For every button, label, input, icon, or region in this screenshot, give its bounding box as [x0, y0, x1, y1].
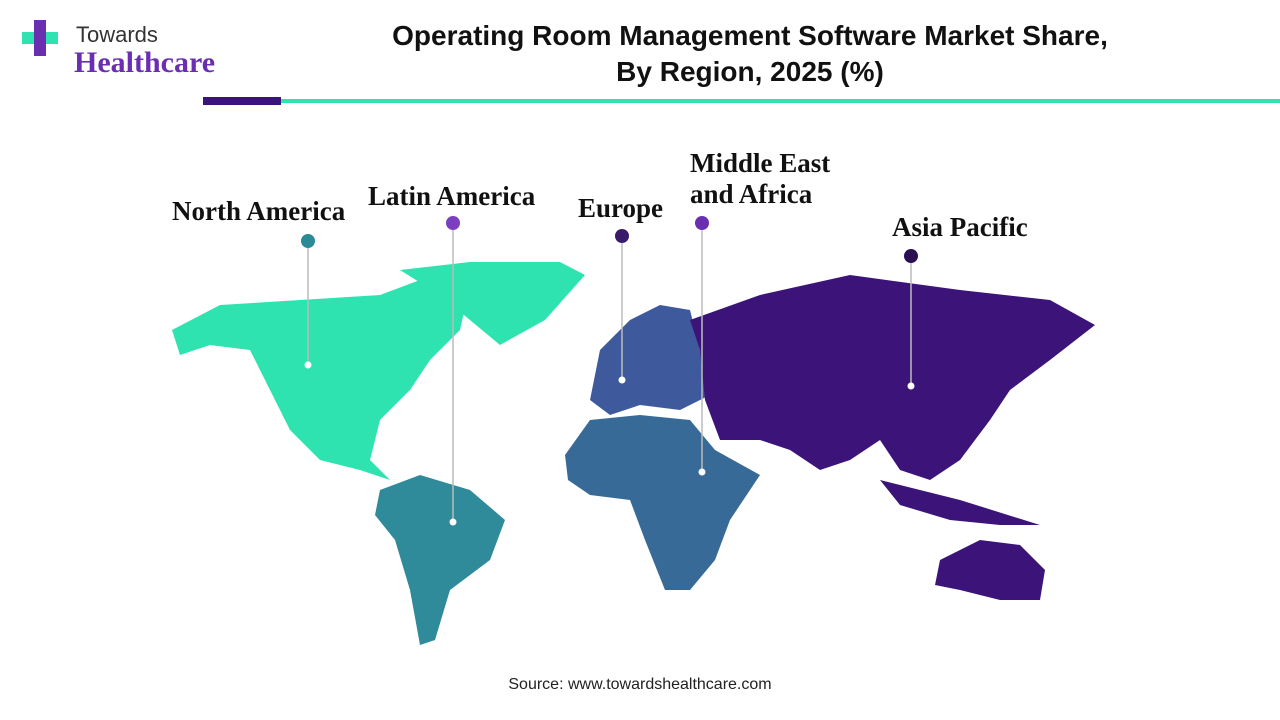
- region-label: Latin America: [368, 181, 535, 212]
- region-label: North America: [172, 196, 345, 227]
- title-line: Operating Room Management Software Marke…: [392, 20, 1108, 51]
- region-label: Asia Pacific: [892, 212, 1028, 243]
- logo-cross: [34, 20, 46, 56]
- region-point: [449, 518, 457, 526]
- region-marker: [301, 234, 315, 248]
- region-label-line: Latin America: [368, 181, 536, 211]
- continent: [935, 540, 1045, 600]
- title: Operating Room Management Software Marke…: [300, 18, 1200, 90]
- region-label-line: North America: [172, 196, 346, 226]
- region-label: Middle East and Africa: [690, 148, 830, 210]
- continent: [400, 262, 585, 345]
- continent: [375, 475, 505, 645]
- header-line: [281, 99, 1280, 103]
- region-point: [304, 361, 312, 369]
- region-marker: [615, 229, 629, 243]
- title-line: By Region, 2025 (%): [616, 56, 884, 87]
- header-bar: [203, 97, 281, 105]
- continent: [565, 415, 760, 590]
- continent: [690, 275, 1095, 480]
- region-point: [618, 376, 626, 384]
- logo-text: Towards: [76, 22, 158, 47]
- region-label-line: Europe: [578, 193, 664, 223]
- region-marker: [446, 216, 460, 230]
- continent: [172, 280, 470, 480]
- region-label-line: and Africa: [690, 179, 813, 209]
- logo-text: Healthcare: [74, 46, 216, 79]
- region-marker: [904, 249, 918, 263]
- region-label: Europe: [578, 193, 663, 224]
- continent: [880, 480, 1040, 525]
- source: Source: www.towardshealthcare.com: [508, 676, 772, 693]
- region-marker: [695, 216, 709, 230]
- region-point: [698, 468, 706, 476]
- region-label-line: Middle East: [690, 148, 831, 178]
- region-point: [907, 382, 915, 390]
- continent: [590, 305, 710, 415]
- region-label-line: Asia Pacific: [892, 212, 1028, 242]
